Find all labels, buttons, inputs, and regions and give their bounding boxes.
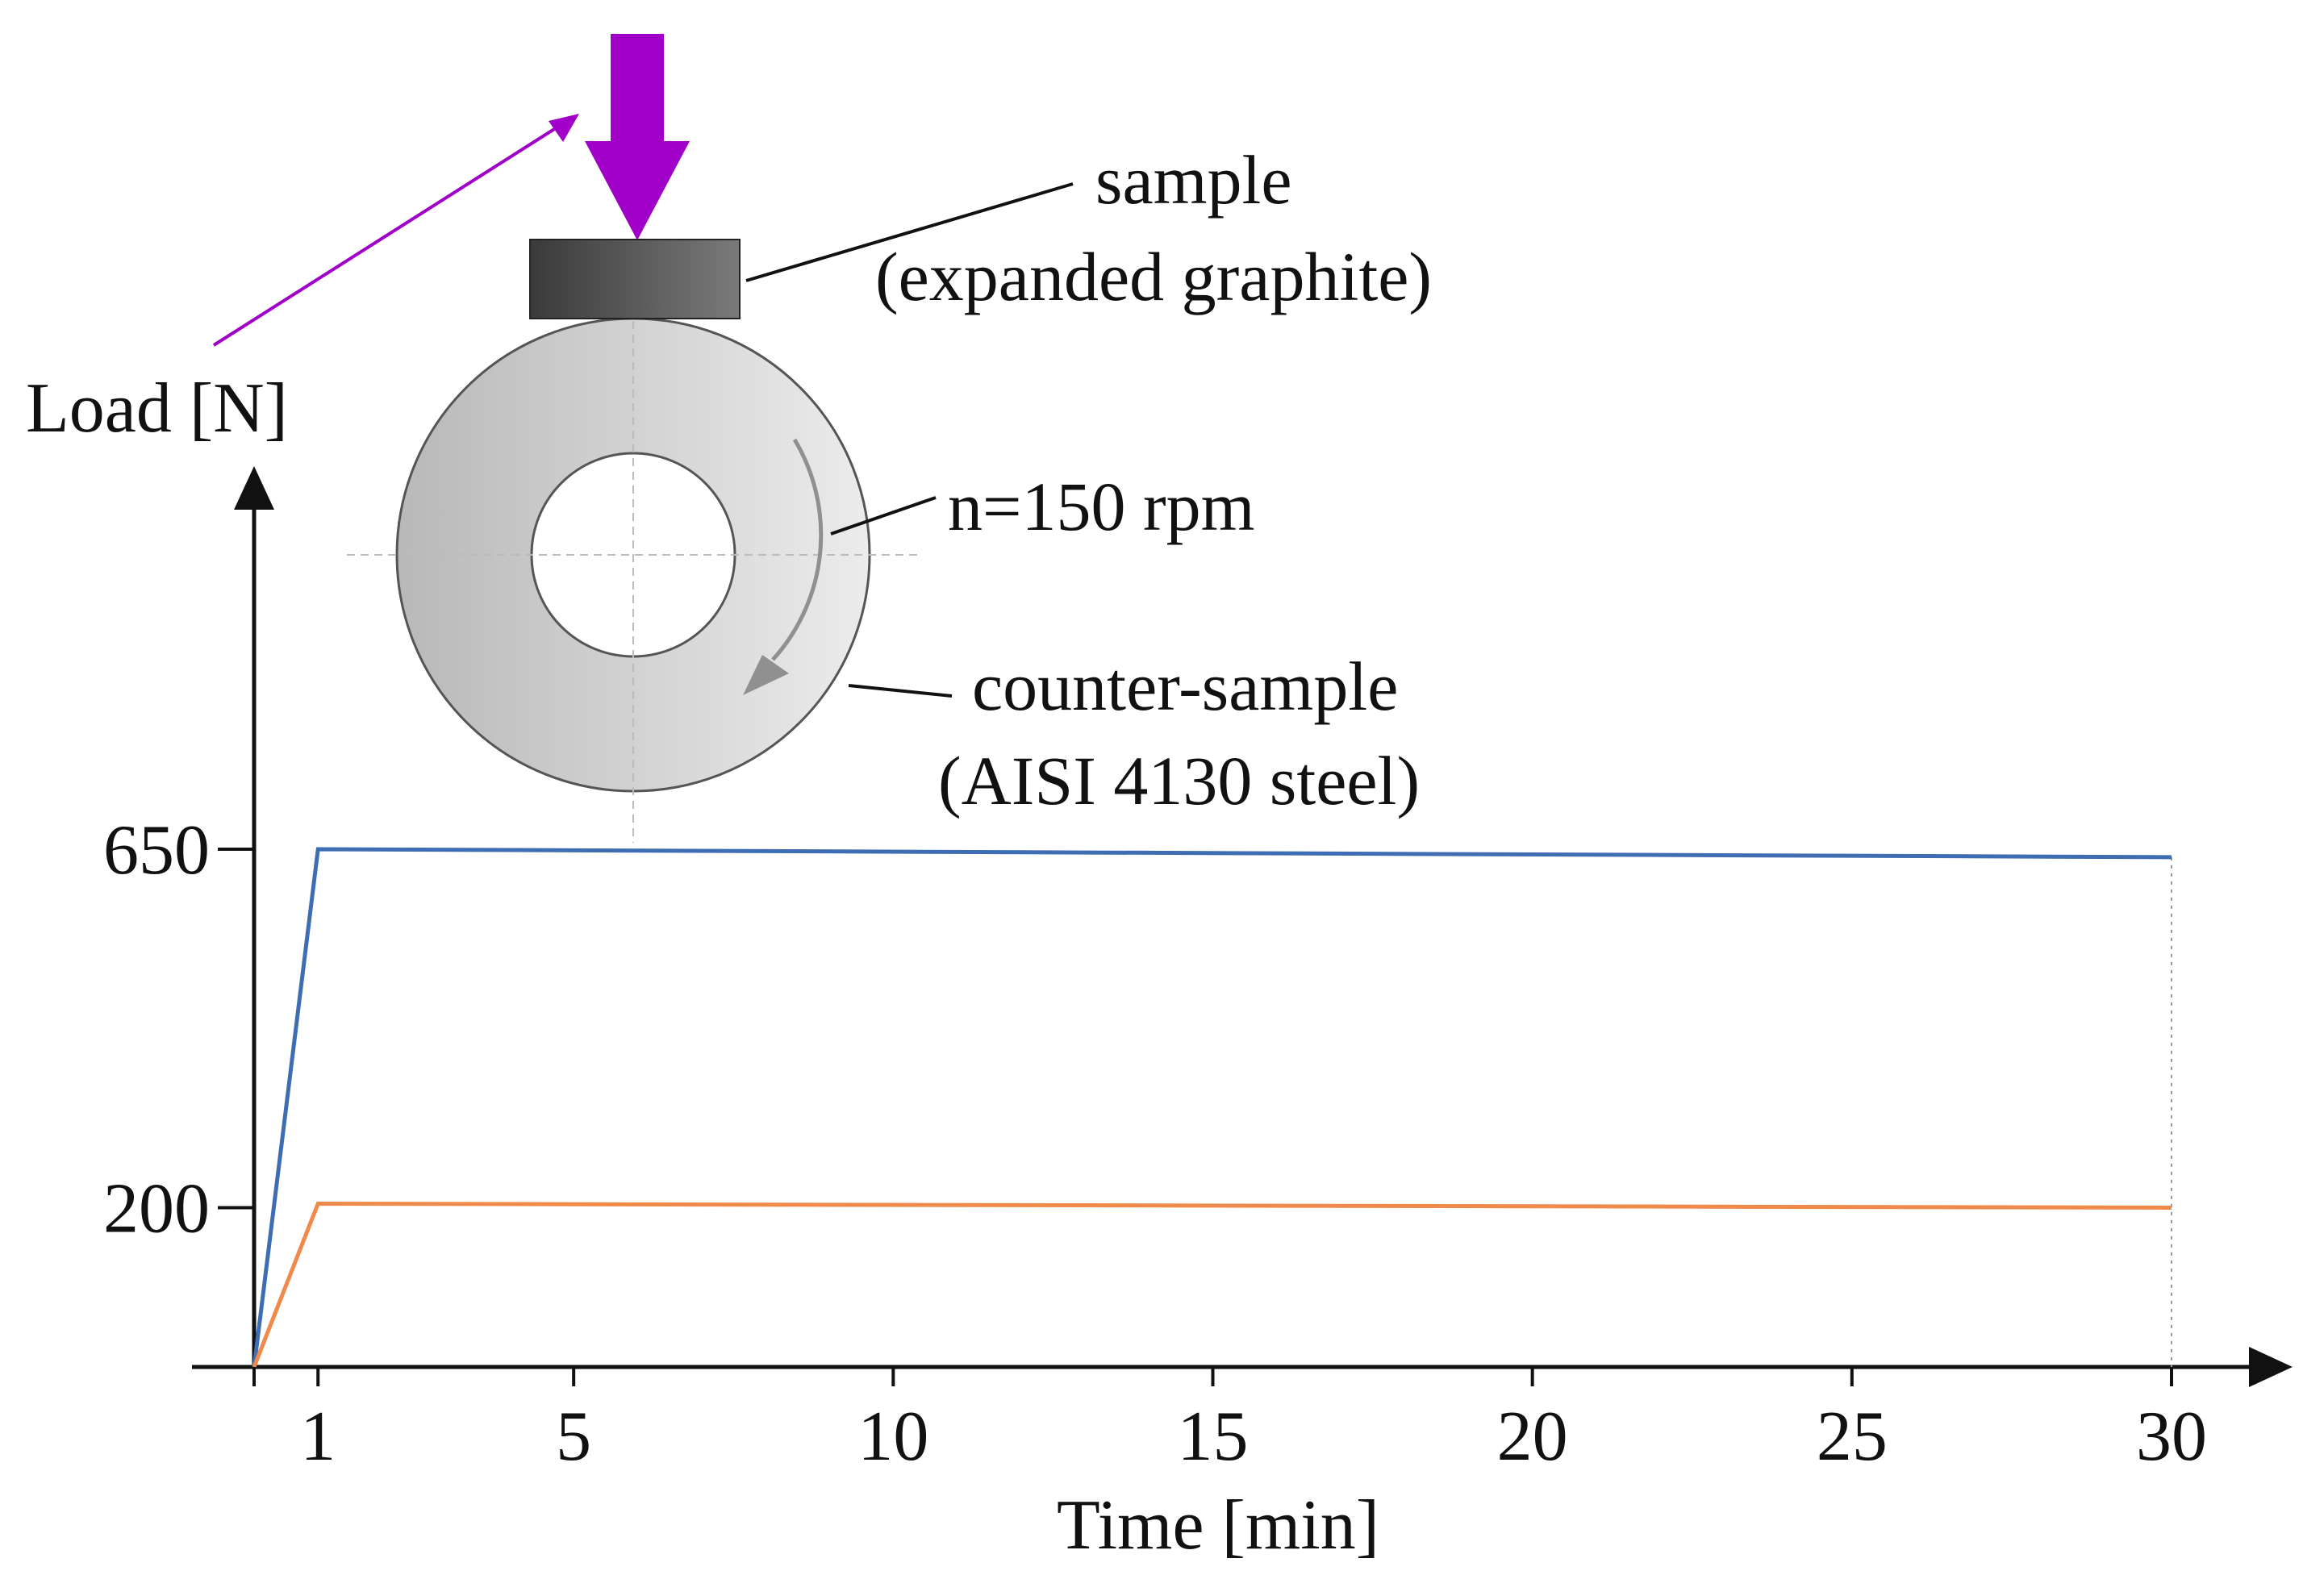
- counter-leader-line: [848, 684, 953, 698]
- axes: [192, 466, 2293, 1387]
- load-arrow-icon: [585, 34, 690, 240]
- center-lines: [347, 266, 920, 843]
- x-tick-label: 1: [300, 1398, 336, 1476]
- x-tick-label: 5: [556, 1398, 591, 1476]
- x-tick-label: 20: [1497, 1398, 1568, 1476]
- x-tick-label: 30: [2136, 1398, 2207, 1476]
- sample-sublabel: (expanded graphite): [875, 238, 1432, 315]
- sample-label: sample: [1095, 141, 1292, 219]
- tribometer-schematic: sample (expanded graphite) n=150 rpm cou…: [212, 34, 1432, 843]
- y-tick-label: 650: [103, 811, 210, 890]
- sample-leader-line: [745, 182, 1074, 282]
- rotation-arrow-icon: [743, 438, 824, 695]
- y-tick-label: 200: [103, 1169, 210, 1248]
- y-axis-arrow-icon: [234, 466, 274, 510]
- series-line-1: [252, 1202, 2172, 1368]
- sample-block: [529, 239, 741, 319]
- y-axis-label: Load [N]: [26, 369, 288, 448]
- x-axis-label: Time [min]: [1057, 1486, 1379, 1565]
- motion-arrow: [212, 114, 579, 347]
- speed-leader-line: [830, 496, 937, 535]
- x-tick-label: 25: [1817, 1398, 1888, 1476]
- x-tick-label: 15: [1178, 1398, 1249, 1476]
- series-line-0: [252, 847, 2172, 1368]
- x-tick-label: 10: [857, 1398, 928, 1476]
- counter-sample-sublabel: (AISI 4130 steel): [938, 742, 1420, 819]
- speed-label: n=150 rpm: [948, 468, 1255, 545]
- x-axis-arrow-icon: [2249, 1347, 2293, 1387]
- counter-sample-label: counter-sample: [972, 648, 1398, 725]
